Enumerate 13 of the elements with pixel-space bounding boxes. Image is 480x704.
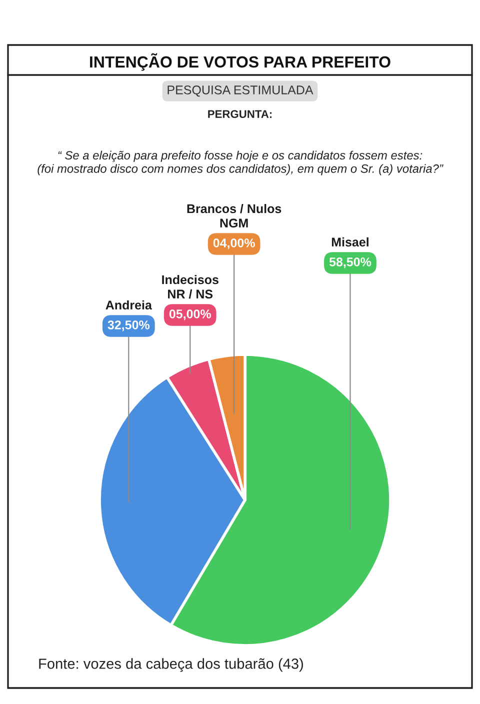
text: PERGUNTA: [208,110,272,118]
data-label: 05,00% [169,310,211,320]
slice-label: Andreia [106,300,152,310]
slice-label: Misael [332,237,368,247]
data-label: 04,00% [213,238,255,250]
source-note: Fonte: vozes da cabeça dos tubarão (43) [39,658,303,672]
slice-label: Brancos / Nulos NGM [187,204,282,228]
data-label: 32,50% [108,320,150,332]
data-label: 58,50% [329,258,372,268]
slice-label: Indecisos NR / NS [162,274,218,299]
chart-subtitle: PESQUISA ESTIMULADA [168,86,314,97]
text: “ Se a eleição para prefeito fosse hoje e os candidatos fossem estes: (foi mostrado disco com nomes dos candidatos), em quem o Sr. (a) votaria?” [38,150,444,176]
chart-title: INTENÇÃO DE VOTOS PARA PREFEITO [90,53,390,71]
